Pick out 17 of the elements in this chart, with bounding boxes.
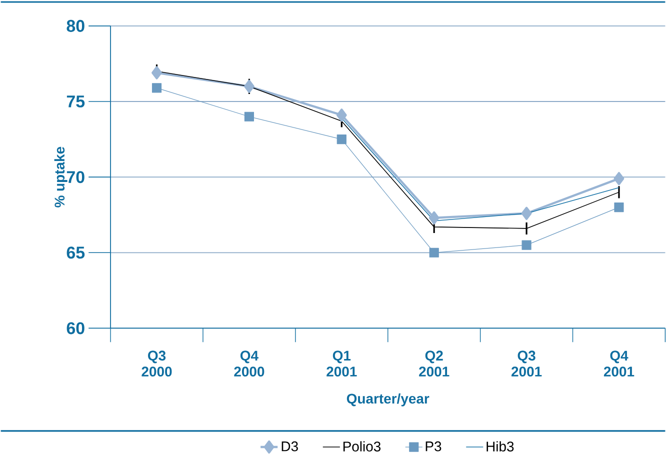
x-tick-label: Q2 2001 — [419, 350, 450, 377]
legend-label: Hib3 — [486, 441, 514, 452]
x-tick-label: Q1 2001 — [326, 350, 357, 377]
legend-label: Polio3 — [343, 441, 381, 452]
x-tick-label: Q4 2001 — [604, 350, 634, 377]
y-axis-title: % uptake — [54, 146, 68, 208]
y-tick-label: 60 — [66, 322, 84, 334]
x-tick-label: Q3 2000 — [142, 350, 172, 377]
x-tick-label: Q4 2000 — [234, 350, 264, 377]
y-tick-label: 65 — [66, 246, 85, 259]
y-tick-label: 75 — [66, 96, 85, 108]
x-tick-label: Q3 2001 — [511, 350, 542, 377]
x-axis-title: Quarter/year — [346, 393, 430, 406]
legend-label: D3 — [282, 441, 298, 452]
legend-label: P3 — [426, 441, 442, 452]
y-tick-label: 80 — [66, 20, 84, 32]
y-tick-label: 70 — [66, 171, 84, 184]
